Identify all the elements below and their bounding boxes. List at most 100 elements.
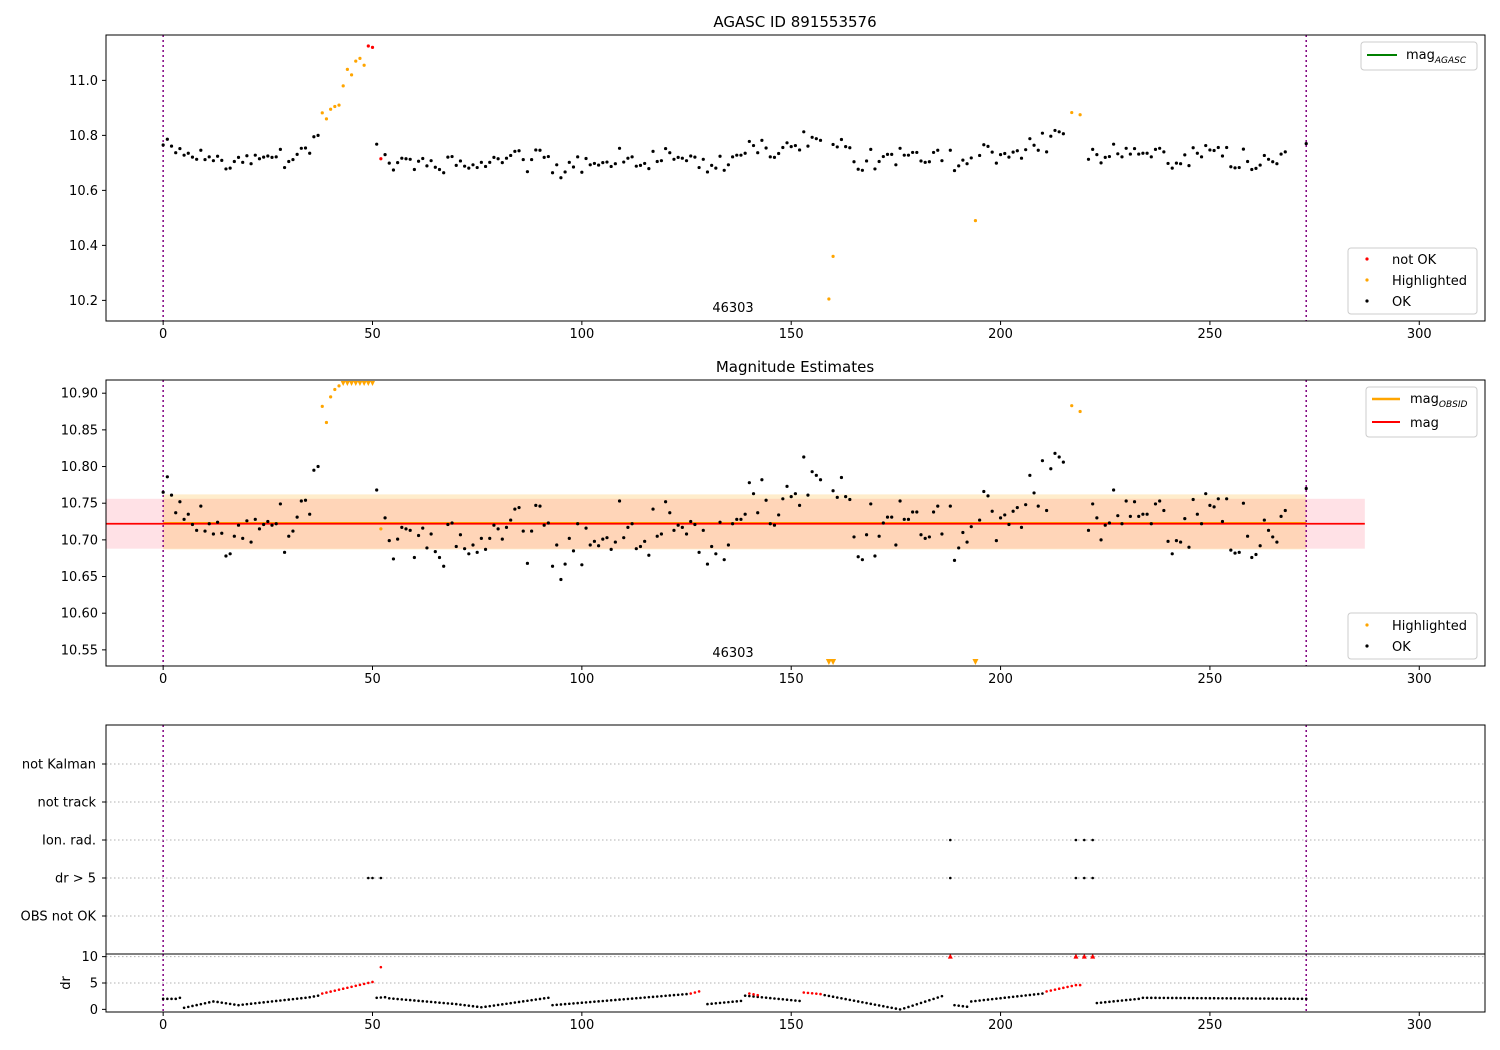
data-point-ok bbox=[626, 156, 630, 160]
data-point-ok bbox=[207, 522, 211, 526]
data-point-ok bbox=[831, 142, 835, 147]
data-point-ok bbox=[856, 167, 860, 171]
dr-point-ok bbox=[1116, 999, 1120, 1003]
data-point-ok bbox=[936, 504, 940, 508]
data-point-ok bbox=[1208, 148, 1212, 152]
data-point-ok bbox=[203, 529, 207, 533]
dr-point-ok bbox=[291, 997, 295, 1001]
y-tick-label: 10 bbox=[81, 950, 98, 965]
data-point-ok bbox=[957, 546, 961, 550]
data-point-highlighted bbox=[358, 56, 362, 60]
data-point-ok bbox=[1212, 148, 1216, 153]
data-point-ok bbox=[852, 535, 856, 539]
dr-point-ok bbox=[270, 1000, 274, 1003]
dr-point-ok bbox=[300, 996, 303, 1000]
data-point-ok bbox=[663, 500, 668, 504]
legend-mag-agasc-sub: AGASC bbox=[1434, 56, 1467, 66]
data-point-ok bbox=[546, 521, 550, 525]
data-point-ok bbox=[483, 164, 488, 169]
data-point-ok bbox=[396, 161, 400, 165]
x-tick-label: 100 bbox=[569, 327, 594, 342]
data-point-ok bbox=[471, 543, 475, 547]
data-point-ok bbox=[1275, 540, 1279, 544]
dr-point-ok bbox=[752, 995, 755, 998]
dr-clipped-marker bbox=[1073, 953, 1079, 959]
data-point-ok bbox=[764, 146, 768, 150]
data-point-ok bbox=[969, 156, 973, 160]
data-point-ok bbox=[609, 547, 613, 552]
data-point-ok bbox=[525, 561, 530, 565]
dr-point-ok bbox=[622, 997, 626, 1001]
dr-point-ok bbox=[852, 999, 856, 1002]
dr-point-ok bbox=[513, 1001, 517, 1004]
dr-point-ok bbox=[383, 995, 387, 999]
data-point-ok bbox=[936, 148, 940, 152]
dr-point-ok bbox=[618, 998, 621, 1001]
dr-point-ok bbox=[1233, 997, 1237, 1000]
data-point-ok bbox=[710, 163, 714, 167]
x-tick-label: 100 bbox=[569, 1018, 594, 1033]
data-point-ok bbox=[651, 507, 655, 511]
data-point-ok bbox=[1153, 502, 1158, 506]
data-point-ok bbox=[1220, 154, 1225, 158]
data-point-ok bbox=[597, 544, 601, 548]
data-point-ok bbox=[764, 498, 768, 502]
data-point-ok bbox=[1162, 150, 1166, 154]
panel2-legend-bottom: Highlighted OK bbox=[1347, 612, 1478, 660]
data-point-ok bbox=[747, 139, 751, 144]
data-point-ok bbox=[864, 533, 869, 537]
dr-point-ok bbox=[245, 1002, 249, 1006]
dr-point-ok bbox=[978, 999, 981, 1002]
data-point-ok bbox=[1195, 512, 1199, 516]
data-point-ok bbox=[220, 531, 224, 535]
data-point-ok bbox=[797, 148, 802, 152]
dr-point-ok bbox=[475, 1005, 479, 1009]
dr-point-ok bbox=[1191, 996, 1195, 1000]
data-point-ok bbox=[730, 522, 735, 526]
data-point-ok bbox=[580, 170, 584, 174]
data-point-ok bbox=[278, 502, 282, 506]
clipped-marker-top bbox=[357, 381, 363, 386]
data-point-ok bbox=[1271, 160, 1275, 164]
flag-label: dr > 5 bbox=[55, 872, 96, 887]
data-point-ok bbox=[517, 506, 521, 510]
data-point-ok bbox=[1170, 552, 1174, 556]
data-point-ok bbox=[1174, 539, 1179, 543]
y-tick-label: 10.2 bbox=[69, 294, 98, 309]
dr-point-ok bbox=[593, 1000, 596, 1003]
data-point-ok bbox=[848, 146, 852, 150]
dr-point-ok bbox=[480, 1005, 483, 1009]
data-point-ok bbox=[1112, 488, 1116, 492]
dr-point-ok bbox=[1141, 996, 1145, 1000]
data-point-ok bbox=[852, 160, 856, 164]
data-point-ok bbox=[617, 499, 622, 503]
data-point-highlighted bbox=[324, 420, 329, 425]
data-point-ok bbox=[802, 455, 806, 459]
x-tick-label: 100 bbox=[569, 672, 594, 687]
dr-point-ok bbox=[567, 1002, 571, 1006]
data-point-ok bbox=[412, 167, 416, 172]
dr-point-ok bbox=[1099, 1001, 1103, 1004]
data-point-ok bbox=[856, 555, 860, 559]
data-point-ok bbox=[295, 152, 299, 156]
data-point-ok bbox=[270, 155, 274, 159]
dr-point-ok bbox=[1258, 997, 1262, 1000]
data-point-ok bbox=[186, 512, 190, 516]
data-point-ok bbox=[906, 517, 911, 521]
data-point-ok bbox=[751, 143, 756, 148]
data-point-ok bbox=[1241, 147, 1246, 151]
dr-point-not-ok bbox=[358, 983, 362, 987]
data-point-ok bbox=[396, 537, 400, 541]
data-point-ok bbox=[877, 159, 881, 164]
data-point-ok bbox=[1057, 130, 1061, 134]
panel1-title: AGASC ID 891553576 bbox=[713, 13, 876, 31]
mag-obsid-band bbox=[163, 494, 1307, 550]
dr-point-ok bbox=[1279, 997, 1283, 1000]
flag-point bbox=[371, 876, 374, 880]
data-point-ok bbox=[303, 498, 308, 502]
dr-point-ok bbox=[777, 997, 780, 1001]
dr-point-ok bbox=[1225, 997, 1228, 1000]
data-point-ok bbox=[701, 157, 705, 161]
dr-point-ok bbox=[429, 1000, 433, 1004]
